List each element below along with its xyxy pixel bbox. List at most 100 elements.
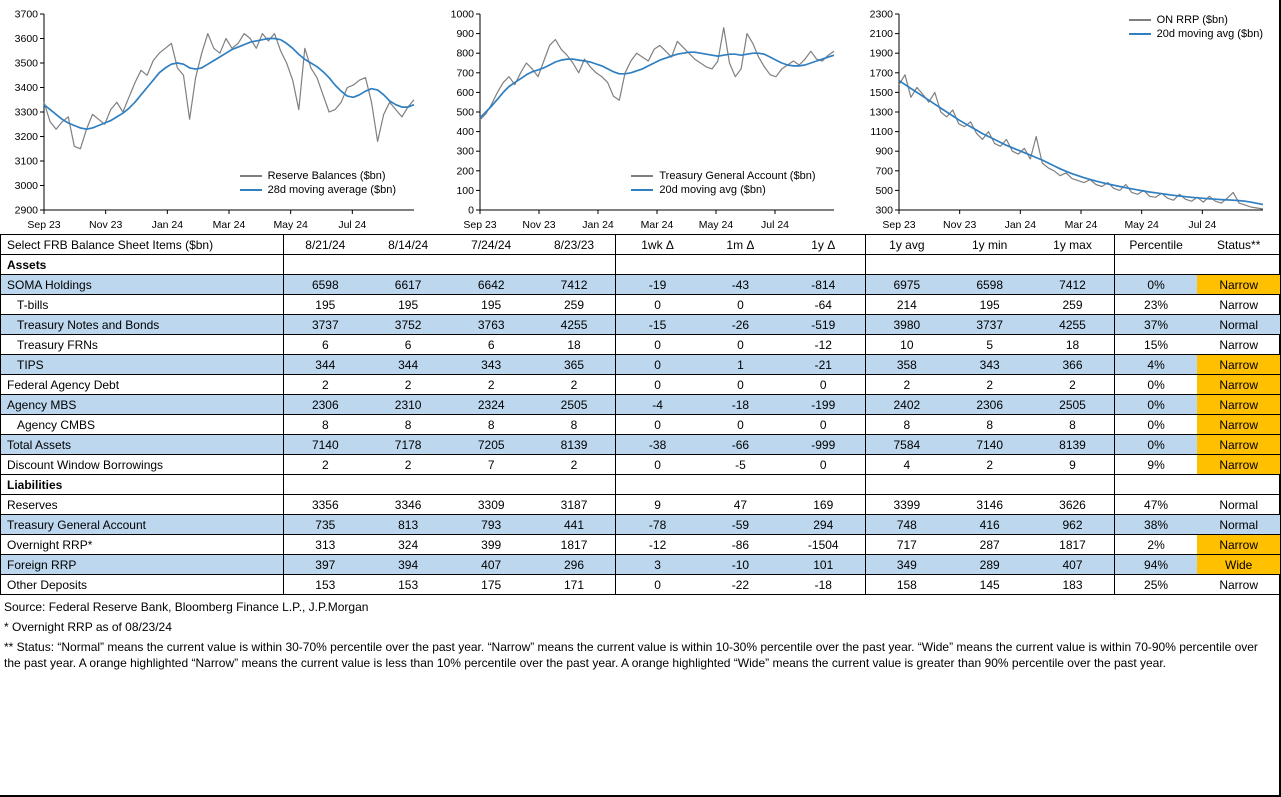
svg-text:Sep 23: Sep 23 [27,219,60,231]
cell-value: 441 [532,514,617,535]
cell-value: 9 [1031,454,1115,475]
cell-value: 407 [449,554,533,575]
svg-text:Jul 24: Jul 24 [338,219,366,231]
cell-value: 748 [865,514,949,535]
table-row: T-bills 195 195 195 259 0 0 -64 214 195 259 23% Narr… [0,294,1281,315]
cell-value: 289 [948,554,1032,575]
cell-value: 3763 [449,314,533,335]
cell-value: 2505 [532,394,617,415]
column-header: 1y max [1031,234,1115,255]
chart-on-rrp: 300 500 700 900 1100 1300 1500 1700 1900 2100 2300… [859,6,1271,231]
cell-empty [283,254,367,275]
cell-value: 287 [948,534,1032,555]
svg-text:300: 300 [456,146,474,158]
column-header: 8/23/23 [532,234,617,255]
cell-empty [366,254,450,275]
cell-value: 195 [449,294,533,315]
status-cell: Narrow [1197,354,1281,375]
table-row: Reserves 3356 3346 3309 3187 9 47 169 3399 3146 36… [0,494,1281,515]
source-note: Source: Federal Reserve Bank, Bloomberg … [4,600,369,614]
section-label: Liabilities [0,474,284,495]
cell-value: 101 [781,554,866,575]
cell-value: 3346 [366,494,450,515]
svg-text:700: 700 [875,165,893,177]
cell-value: 94% [1114,554,1198,575]
reserve-balances-legend: Reserve Balances ($bn) 28d moving averag… [239,170,396,196]
cell-empty [449,474,533,495]
row-label: Reserves [0,494,284,515]
cell-value: 23% [1114,294,1198,315]
cell-value: -10 [698,554,782,575]
svg-text:3200: 3200 [15,131,39,143]
row-label: Federal Agency Debt [0,374,284,395]
svg-text:800: 800 [456,48,474,60]
svg-text:3500: 3500 [15,58,39,70]
table-row: Total Assets 7140 7178 7205 8139 -38 -66 -999 75… [0,434,1281,455]
chart-treasury-general-account: 0 100 200 300 400 500 600 700 800 900 1000 Sep 23 No… [440,6,842,231]
cell-value: 399 [449,534,533,555]
cell-empty [698,254,782,275]
cell-value: 7584 [865,434,949,455]
cell-value: 2310 [366,394,450,415]
cell-value: 175 [449,574,533,595]
table-row: Federal Agency Debt 2 2 2 2 0 0 0 2 2 2 0% Narrow [0,374,1281,395]
section-label: Assets [0,254,284,275]
svg-text:200: 200 [456,165,474,177]
table-title: Select FRB Balance Sheet Items ($bn) [0,234,284,255]
cell-value: 6617 [366,274,450,295]
svg-text:Sep 23: Sep 23 [463,219,496,231]
svg-text:May 24: May 24 [1124,219,1159,231]
status-cell: Narrow [1197,334,1281,355]
svg-text:0: 0 [468,205,474,217]
gray-line-swatch [1128,19,1151,21]
cell-value: 2 [283,454,367,475]
svg-text:3600: 3600 [15,33,39,45]
column-header: 1y Δ [781,234,866,255]
svg-text:Mar 24: Mar 24 [1065,219,1098,231]
status-cell: Narrow [1197,534,1281,555]
blue-line-swatch [239,189,262,191]
cell-value: -519 [781,314,866,335]
svg-text:1500: 1500 [870,87,894,99]
on-rrp-plot: 300 500 700 900 1100 1300 1500 1700 1900 2100 2300… [870,9,1264,231]
cell-value: 3399 [865,494,949,515]
cell-empty [283,474,367,495]
on-rrp-legend: ON RRP ($bn) 20d moving avg ($bn) [1128,14,1263,40]
row-label: TIPS [0,354,284,375]
svg-text:Mar 24: Mar 24 [640,219,673,231]
cell-value: 7140 [948,434,1032,455]
cell-value: 416 [948,514,1032,535]
table-row: Agency MBS 2306 2310 2324 2505 -4 -18 -199 2402 2… [0,394,1281,415]
legend-label: ON RRP ($bn) [1156,14,1228,26]
balance-sheet-body: Assets SOMA Holdings 6598 6617 6642 7412 -19 -4… [0,254,1281,595]
cell-empty [781,474,866,495]
cell-value: -59 [698,514,782,535]
reserve-balances-plot: 2900 3000 3100 3200 3300 3400 3500 3600 3700 Sep … [15,9,415,231]
cell-value: 3309 [449,494,533,515]
cell-value: 2505 [1031,394,1115,415]
cell-value: 2 [865,374,949,395]
status-cell: Narrow [1197,394,1281,415]
cell-value: 5 [948,334,1032,355]
cell-value: -19 [615,274,699,295]
svg-text:Jul 24: Jul 24 [760,219,788,231]
cell-value: 2 [948,374,1032,395]
cell-value: -15 [615,314,699,335]
cell-value: 343 [449,354,533,375]
column-header: 7/24/24 [449,234,533,255]
table-row: SOMA Holdings 6598 6617 6642 7412 -19 -43 -814 6… [0,274,1281,295]
cell-value: 3356 [283,494,367,515]
svg-text:1000: 1000 [450,9,474,21]
cell-value: 0% [1114,374,1198,395]
cell-value: 7205 [449,434,533,455]
cell-value: 294 [781,514,866,535]
row-label: Agency MBS [0,394,284,415]
cell-value: 214 [865,294,949,315]
cell-empty [615,474,699,495]
legend-label: Treasury General Account ($bn) [659,170,816,182]
column-header: 1m Δ [698,234,782,255]
cell-value: 1817 [1031,534,1115,555]
cell-value: 717 [865,534,949,555]
svg-text:2300: 2300 [870,9,894,21]
cell-value: 0 [615,574,699,595]
